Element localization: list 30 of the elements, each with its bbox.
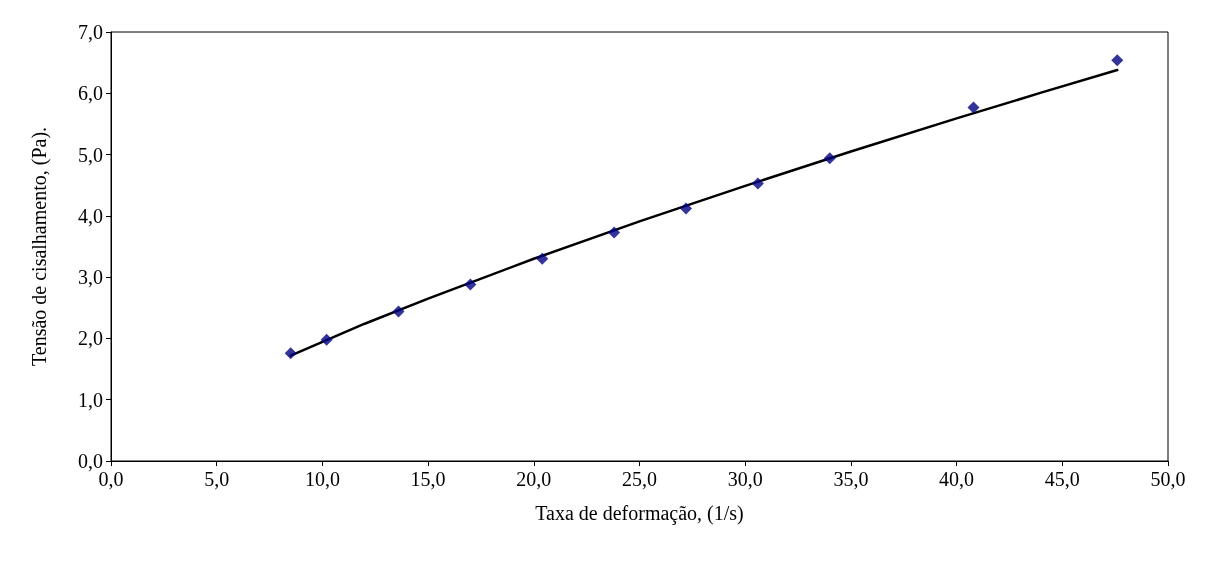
y-tick-label: 4,0 bbox=[78, 204, 103, 227]
x-axis-title: Taxa de deformação, (1/s) bbox=[535, 502, 744, 525]
point bbox=[680, 202, 693, 215]
x-tick-label: 50,0 bbox=[1150, 468, 1186, 490]
x-tick-label: 35,0 bbox=[833, 468, 869, 490]
y-tick-label: 1,0 bbox=[78, 388, 103, 411]
point bbox=[320, 333, 333, 346]
point bbox=[823, 152, 836, 165]
x-tick-label: 15,0 bbox=[410, 468, 446, 490]
y-tick-label: 2,0 bbox=[78, 327, 103, 350]
point bbox=[284, 347, 297, 360]
y-tick-label: 5,0 bbox=[78, 143, 103, 166]
x-tick-label: 20,0 bbox=[516, 468, 552, 490]
y-tick-label: 6,0 bbox=[78, 82, 103, 105]
x-tick-label: 40,0 bbox=[939, 468, 975, 490]
point bbox=[608, 226, 621, 239]
point bbox=[1111, 54, 1124, 67]
x-tick-label: 5,0 bbox=[204, 468, 230, 490]
y-tick-label: 7,0 bbox=[78, 21, 103, 43]
y-axis-title: Tensão de cisalhamento, (Pa). bbox=[28, 126, 51, 367]
x-tick-label: 30,0 bbox=[727, 468, 763, 490]
point bbox=[536, 252, 549, 265]
point bbox=[967, 101, 980, 114]
y-tick-label: 3,0 bbox=[78, 266, 103, 289]
x-tick-label: 45,0 bbox=[1044, 468, 1080, 490]
x-tick-label: 25,0 bbox=[622, 468, 657, 490]
point bbox=[392, 305, 405, 318]
point bbox=[464, 278, 477, 291]
point bbox=[751, 177, 764, 190]
x-tick-label: 10,0 bbox=[304, 468, 340, 490]
